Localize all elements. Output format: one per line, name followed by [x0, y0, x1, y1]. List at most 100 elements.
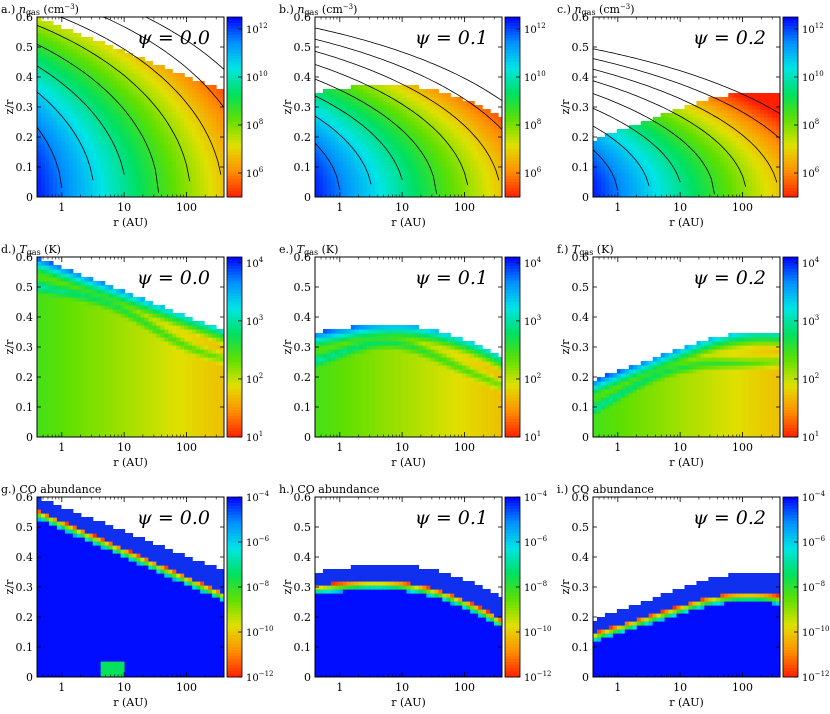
heatmap-cell — [422, 161, 428, 166]
heatmap-cell — [136, 69, 142, 74]
panel-title: a.) ngas (cm−3) — [1, 3, 79, 17]
heatmap-cell — [370, 117, 376, 122]
heatmap-cell — [176, 193, 181, 197]
heatmap-cell — [732, 165, 737, 170]
heatmap-cell — [684, 189, 690, 194]
heatmap-cell — [60, 333, 66, 338]
heatmap-cell — [60, 41, 66, 46]
heatmap-cell — [640, 121, 646, 126]
heatmap-cell — [764, 137, 769, 142]
colorbar-band — [783, 23, 798, 27]
heatmap-cell — [144, 177, 150, 182]
heatmap-cell — [712, 137, 717, 142]
heatmap-cell — [346, 129, 352, 134]
heatmap-cell — [192, 113, 197, 118]
heatmap-cell — [454, 113, 459, 118]
heatmap-cell — [92, 145, 98, 150]
heatmap-cell — [44, 433, 50, 437]
heatmap-cell — [410, 145, 416, 150]
heatmap-cell — [462, 161, 467, 166]
heatmap-cell — [76, 165, 82, 170]
heatmap-cell — [596, 157, 602, 162]
heatmap-cell — [672, 161, 678, 166]
heatmap-cell — [474, 149, 479, 154]
heatmap-cell — [216, 125, 221, 130]
heatmap-cell — [88, 165, 94, 170]
heatmap-cell — [442, 161, 447, 166]
heatmap-cell — [350, 169, 356, 174]
heatmap-cell — [92, 133, 98, 138]
heatmap-cell — [482, 141, 487, 146]
heatmap-cell — [490, 185, 495, 190]
heatmap-cell — [370, 185, 376, 190]
heatmap-cell — [390, 177, 396, 182]
heatmap-cell — [60, 301, 66, 306]
heatmap-cell — [60, 81, 66, 86]
heatmap-cell — [728, 101, 733, 106]
heatmap-cell — [124, 173, 130, 178]
heatmap-cell — [322, 137, 328, 142]
heatmap-cell — [156, 69, 161, 74]
heatmap-cell — [48, 101, 54, 106]
heatmap-cell — [358, 129, 364, 134]
y-tick-label: 0.2 — [294, 131, 312, 144]
heatmap-cell — [216, 121, 221, 126]
heatmap-cell — [748, 145, 753, 150]
heatmap-cell — [478, 145, 483, 150]
heatmap-cell — [124, 161, 130, 166]
heatmap-cell — [382, 85, 388, 90]
heatmap-cell — [152, 89, 157, 94]
heatmap-cell — [72, 373, 78, 378]
heatmap-cell — [60, 309, 66, 314]
heatmap-cell — [96, 101, 102, 106]
heatmap-cell — [40, 173, 46, 178]
heatmap-cell — [128, 61, 134, 66]
heatmap-cell — [318, 113, 324, 118]
heatmap-cell — [418, 145, 424, 150]
heatmap-cell — [52, 105, 58, 110]
heatmap-cell — [68, 309, 74, 314]
heatmap-cell — [160, 65, 165, 70]
heatmap-cell — [112, 85, 118, 90]
heatmap-cell — [100, 93, 106, 98]
heatmap-cell — [768, 133, 773, 138]
heatmap-cell — [140, 109, 146, 114]
heatmap-cell — [430, 161, 435, 166]
heatmap-cell — [88, 69, 94, 74]
heatmap-cell — [402, 145, 408, 150]
heatmap-cell — [446, 137, 451, 142]
heatmap-cell — [394, 137, 400, 142]
heatmap-cell — [342, 173, 348, 178]
heatmap-cell — [120, 61, 126, 66]
heatmap-cell — [216, 185, 221, 190]
heatmap-cell — [84, 353, 90, 358]
heatmap-cell — [168, 161, 173, 166]
heatmap-cell — [470, 101, 475, 106]
heatmap-cell — [160, 109, 165, 114]
heatmap-cell — [370, 137, 376, 142]
heatmap-cell — [652, 133, 658, 138]
heatmap-cell — [156, 113, 161, 118]
heatmap-cell — [593, 177, 598, 182]
heatmap-cell — [692, 133, 698, 138]
heatmap-cell — [764, 185, 769, 190]
heatmap-cell — [724, 109, 729, 114]
heatmap-cell — [644, 157, 650, 162]
heatmap-cell — [454, 173, 459, 178]
heatmap-cell — [56, 69, 62, 74]
heatmap-cell — [342, 137, 348, 142]
heatmap-cell — [386, 93, 392, 98]
colorbar-tick-label: 1010 — [524, 70, 546, 84]
heatmap-cell — [386, 137, 392, 142]
heatmap-cell — [156, 81, 161, 86]
heatmap-cell — [668, 193, 674, 197]
heatmap-cell — [56, 373, 62, 378]
heatmap-cell — [712, 133, 717, 138]
heatmap-cell — [680, 129, 686, 134]
colorbar-band — [783, 170, 798, 174]
heatmap-cell — [498, 149, 502, 154]
heatmap-cell — [740, 93, 745, 98]
heatmap-cell — [450, 149, 455, 154]
heatmap-cell — [52, 101, 58, 106]
heatmap-cell — [68, 153, 74, 158]
